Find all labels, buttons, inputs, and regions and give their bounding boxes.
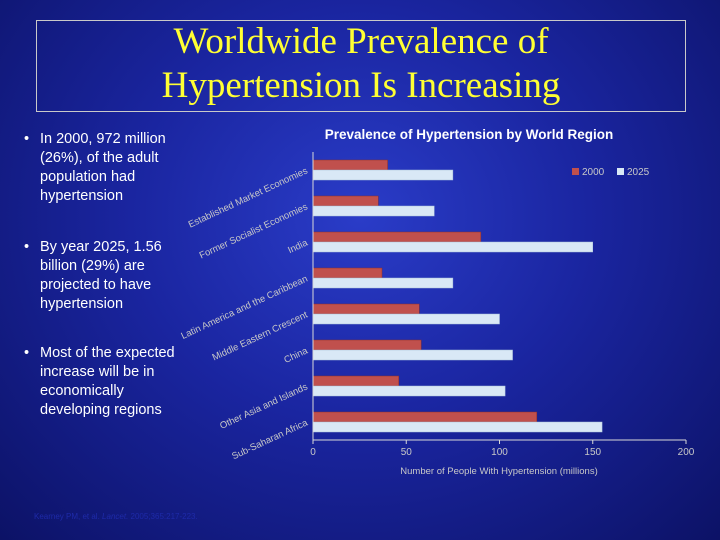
bar-group bbox=[312, 159, 603, 433]
citation-authors: Kearney PM, et al. bbox=[34, 512, 100, 521]
bar-2025-sub-saharan-africa bbox=[312, 421, 603, 433]
bar-2000-middle-eastern-crescent bbox=[312, 303, 420, 315]
legend-swatch-2000 bbox=[572, 168, 579, 175]
slide-title: Worldwide Prevalence of Hypertension Is … bbox=[36, 20, 686, 108]
bar-2025-latin-america-and-the-caribbean bbox=[312, 277, 454, 289]
legend-label-2000: 2000 bbox=[582, 167, 605, 178]
category-label-india: India bbox=[286, 237, 310, 256]
bullet-developing-regions: Most of the expected increase will be in… bbox=[22, 344, 197, 420]
citation-journal: Lancet. bbox=[102, 512, 129, 521]
legend-swatch-2025 bbox=[617, 168, 624, 175]
chart-title: Prevalence of Hypertension by World Regi… bbox=[325, 127, 614, 142]
bar-2000-other-asia-and-islands bbox=[312, 375, 400, 387]
x-tick-label: 150 bbox=[584, 447, 601, 458]
x-tick-label: 50 bbox=[401, 447, 413, 458]
x-tick-label: 0 bbox=[310, 447, 316, 458]
bar-2000-established-market-economies bbox=[312, 159, 388, 171]
bar-2025-established-market-economies bbox=[312, 169, 454, 181]
bullet-2025-projection: By year 2025, 1.56 billion (29%) are pro… bbox=[22, 238, 197, 314]
bullet-2000-prevalence: In 2000, 972 million (26%), of the adult… bbox=[22, 130, 197, 206]
x-tick-label: 100 bbox=[491, 447, 508, 458]
x-axis-label: Number of People With Hypertension (mill… bbox=[400, 466, 597, 477]
x-tick-label: 200 bbox=[678, 447, 695, 458]
bar-2025-former-socialist-economies bbox=[312, 205, 435, 217]
citation-reference: 2005;365:217-223. bbox=[130, 512, 198, 521]
bar-2025-china bbox=[312, 349, 513, 361]
bar-2000-latin-america-and-the-caribbean bbox=[312, 267, 383, 279]
bar-2025-middle-eastern-crescent bbox=[312, 313, 500, 325]
slide-title-line-1: Worldwide Prevalence of bbox=[173, 21, 549, 62]
chart-legend: 2000 2025 bbox=[572, 167, 650, 178]
category-label-sub-saharan-africa: Sub-Saharan Africa bbox=[230, 417, 310, 462]
category-label-china: China bbox=[282, 345, 310, 366]
citation: Kearney PM, et al. Lancet. 2005;365:217-… bbox=[34, 512, 198, 521]
bar-2000-china bbox=[312, 339, 422, 351]
bar-2025-india bbox=[312, 241, 593, 253]
category-label-established-market-economies: Established Market Economies bbox=[187, 165, 310, 230]
bar-2000-sub-saharan-africa bbox=[312, 411, 538, 423]
bar-2000-india bbox=[312, 231, 482, 243]
chart-axes: 0 50 100 150 200 bbox=[310, 152, 695, 458]
legend-label-2025: 2025 bbox=[627, 167, 650, 178]
slide-title-line-2: Hypertension Is Increasing bbox=[161, 65, 561, 106]
category-label-latin-america-and-the-caribbean: Latin America and the Caribbean bbox=[179, 273, 309, 341]
bar-2025-other-asia-and-islands bbox=[312, 385, 506, 397]
bar-2000-former-socialist-economies bbox=[312, 195, 379, 207]
title-frame bbox=[36, 20, 686, 112]
